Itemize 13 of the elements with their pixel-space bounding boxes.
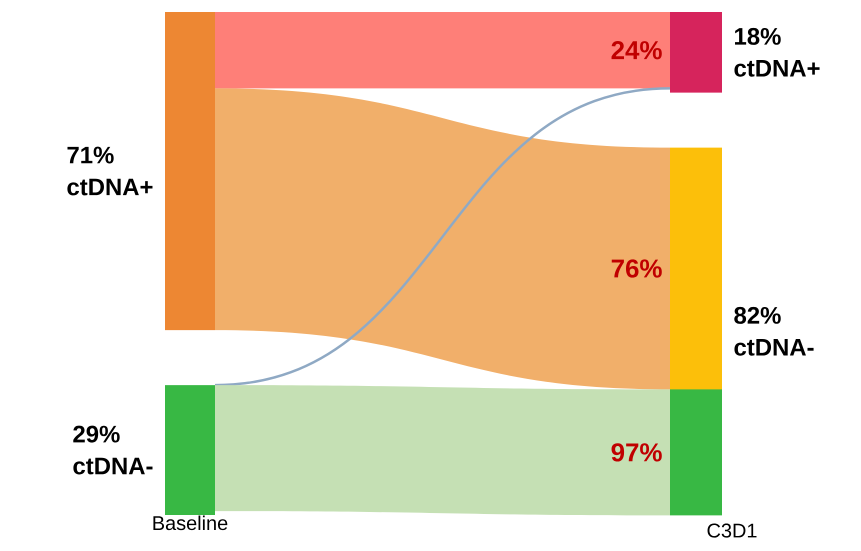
text: C3D1 (708, 524, 756, 538)
data-label: 71% (67, 146, 114, 164)
category-label: ctDNA+ (734, 60, 820, 77)
text: Baseline (153, 516, 228, 530)
data-label: 97% (612, 443, 662, 462)
data-label: 18% (735, 28, 781, 45)
category-label: ctDNA+ (67, 178, 152, 196)
category-label: ctDNA- (734, 339, 814, 356)
data-label: 29% (73, 426, 120, 443)
category-label: ctDNA- (73, 458, 152, 474)
data-label: 24% (612, 41, 662, 60)
data-label: 82% (734, 306, 781, 324)
data-label: 76% (612, 259, 662, 278)
